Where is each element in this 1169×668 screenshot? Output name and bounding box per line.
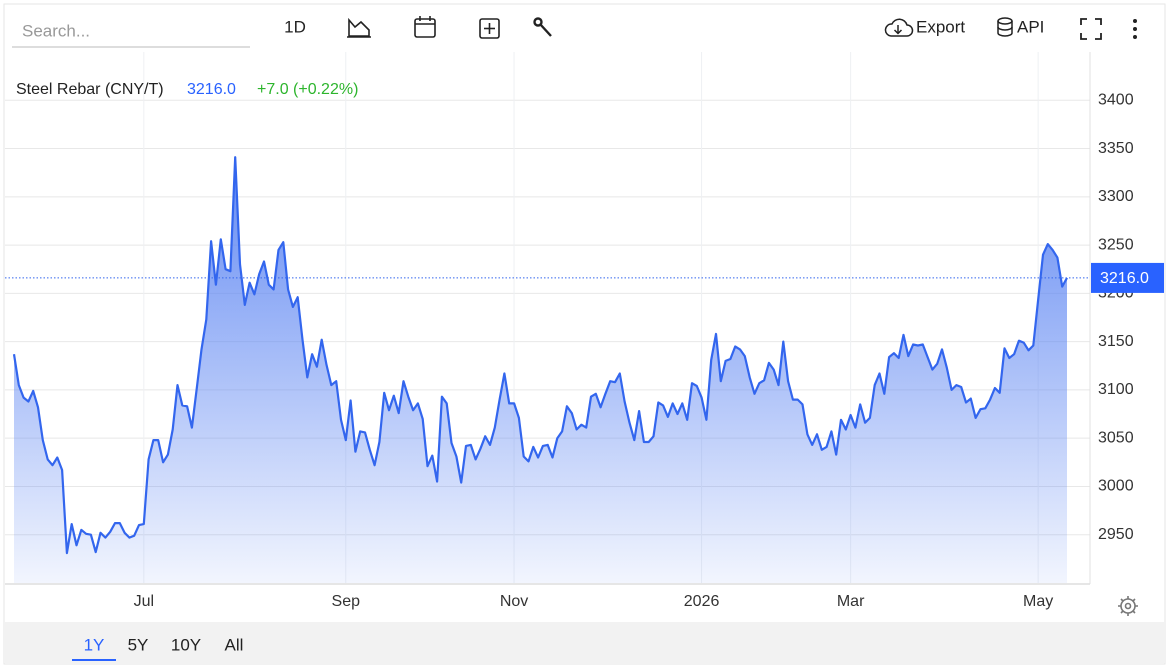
calendar-icon[interactable] xyxy=(414,16,436,38)
price-change: +7.0 (+0.22%) xyxy=(257,81,358,98)
y-tick-label: 3350 xyxy=(1098,140,1134,157)
search-input[interactable]: Search... xyxy=(22,21,90,40)
x-tick-label: Sep xyxy=(332,593,361,610)
compare-icon[interactable] xyxy=(479,18,500,39)
range-button[interactable]: 10Y xyxy=(171,635,201,654)
y-tick-label: 3150 xyxy=(1098,333,1134,350)
y-tick-label: 2950 xyxy=(1098,526,1134,543)
range-button[interactable]: 5Y xyxy=(128,635,149,654)
y-tick-label: 3300 xyxy=(1098,188,1134,205)
export-button[interactable]: Export xyxy=(916,17,965,36)
last-price-tag xyxy=(1091,262,1164,293)
chart-settings-icon[interactable] xyxy=(1118,596,1138,616)
last-price-tag-label: 3216.0 xyxy=(1100,270,1149,287)
timeframe-button[interactable]: 1D xyxy=(284,17,306,36)
x-tick-label: May xyxy=(1023,593,1053,610)
y-tick-label: 3000 xyxy=(1098,478,1134,495)
chart-type-icon[interactable] xyxy=(347,17,371,38)
menu-icon[interactable] xyxy=(1133,19,1137,39)
x-tick-label: Mar xyxy=(837,593,865,610)
range-bar xyxy=(5,622,1164,663)
y-tick-label: 3400 xyxy=(1098,91,1134,108)
y-tick-label: 3100 xyxy=(1098,381,1134,398)
range-button[interactable]: 1Y xyxy=(84,635,105,654)
x-tick-label: Jul xyxy=(134,593,154,610)
api-icon[interactable] xyxy=(997,17,1013,37)
settings-wrench-icon[interactable] xyxy=(533,17,552,37)
chart-title: Steel Rebar (CNY/T) xyxy=(16,81,164,98)
api-button[interactable]: API xyxy=(1017,17,1044,36)
fullscreen-icon[interactable] xyxy=(1080,18,1102,40)
last-price: 3216.0 xyxy=(187,81,236,98)
range-active-indicator xyxy=(72,659,116,661)
price-line xyxy=(12,156,1068,555)
y-tick-label: 3250 xyxy=(1098,236,1134,253)
y-tick-label: 3050 xyxy=(1098,429,1134,446)
range-button[interactable]: All xyxy=(225,635,244,654)
x-tick-label: 2026 xyxy=(684,593,720,610)
x-tick-label: Nov xyxy=(500,593,528,610)
export-icon[interactable] xyxy=(884,18,914,37)
